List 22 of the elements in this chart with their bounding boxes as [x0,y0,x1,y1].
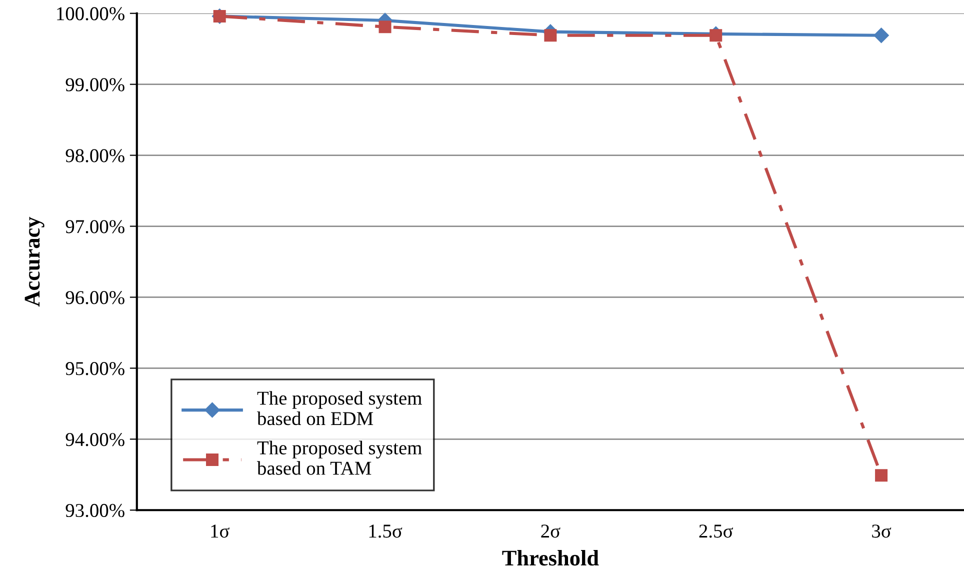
y-tick-label: 97.00% [66,220,124,234]
legend-label: The proposed system based on EDM [256,391,422,426]
point [875,469,888,482]
point [874,28,889,43]
y-tick-label: 95.00% [66,362,124,376]
y-axis-title: Accuracy [24,216,44,307]
y-tick-label: 93.00% [66,504,124,518]
y-tick-label: 99.00% [66,78,124,92]
legend-label: The proposed system based on TAM [256,440,422,475]
x-tick-label: 2.5σ [699,524,733,538]
point [544,29,557,42]
point [378,20,392,34]
y-tick-label: 98.00% [66,149,124,162]
x-tick-label: 1.5σ [369,524,402,538]
y-tick-label: 100.00% [57,7,124,20]
x-axis-title: Threshold [502,550,599,566]
x-tick-label: 1σ [211,524,230,538]
x-tick-label: 2σ [541,524,560,538]
y-tick-label: 96.00% [66,291,124,304]
y-tick-label: 94.00% [66,432,124,446]
point [710,29,722,42]
x-tick-label: 3σ [872,524,892,538]
